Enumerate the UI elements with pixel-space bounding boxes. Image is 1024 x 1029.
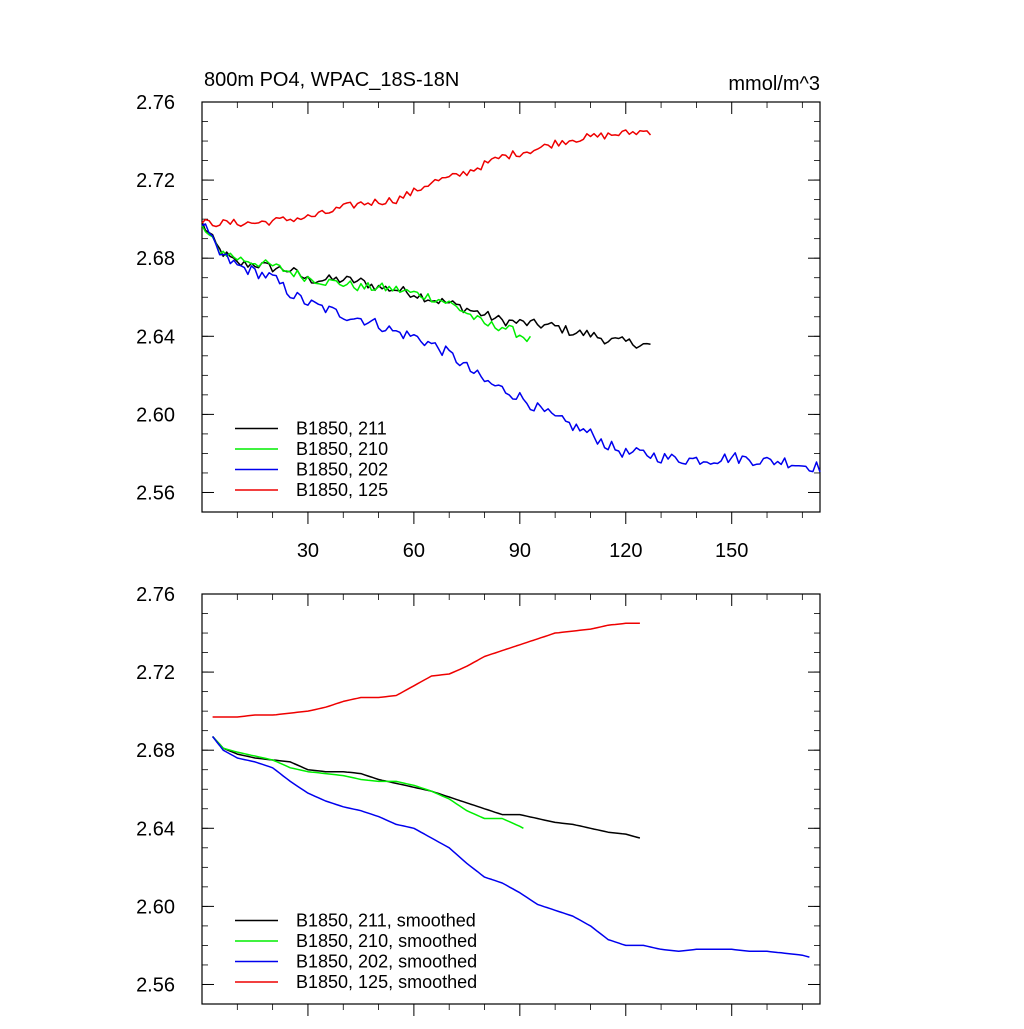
series-line-1	[201, 221, 651, 349]
x-tick-label: 30	[297, 540, 319, 562]
legend-label-2: B1850, 210, smoothed	[296, 931, 477, 951]
chart-panel-1: 2.56 2.60 2.64 2.68 2.72 2.76 30 60 90 120 150 800m…	[136, 69, 821, 562]
series-line-4	[201, 129, 652, 228]
x-tick-label: 120	[609, 540, 642, 562]
y-tick-label: 2.60	[136, 896, 175, 918]
x-tick-label: 150	[715, 540, 748, 562]
y-tick-label: 2.72	[136, 662, 175, 684]
plot-frame	[201, 593, 821, 1005]
chart-units: mmol/m^3	[728, 73, 820, 95]
legend-label-3: B1850, 202	[296, 460, 388, 480]
y-tick-label: 2.72	[136, 170, 175, 192]
legend-label-1: B1850, 211, smoothed	[296, 911, 476, 931]
legend-label-2: B1850, 210	[296, 439, 388, 459]
plot-frame	[201, 101, 821, 513]
series-line-2	[201, 224, 532, 343]
x-tick-label: 90	[509, 540, 531, 562]
series-line-3	[212, 736, 810, 958]
series-line-2	[212, 735, 524, 829]
legend-label-1: B1850, 211	[296, 419, 387, 439]
y-tick-label: 2.60	[136, 404, 175, 426]
y-tick-label: 2.76	[136, 92, 175, 114]
x-tick-label: 60	[403, 540, 425, 562]
series-line-3	[201, 223, 821, 473]
chart-panel-2: 2.56 2.60 2.64 2.68 2.72 2.76 B1850, 211, smoo…	[136, 584, 821, 1016]
y-tick-label: 2.68	[136, 248, 175, 270]
legend-label-4: B1850, 125	[296, 480, 388, 500]
y-tick-label: 2.76	[136, 584, 175, 606]
y-tick-label: 2.68	[136, 740, 175, 762]
legend-label-3: B1850, 202, smoothed	[296, 952, 477, 972]
legend-label-4: B1850, 125, smoothed	[296, 972, 477, 992]
y-tick-label: 2.64	[136, 326, 175, 348]
y-tick-label: 2.56	[136, 482, 175, 504]
y-tick-label: 2.56	[136, 974, 175, 996]
y-tick-label: 2.64	[136, 818, 175, 840]
chart-title: 800m PO4, WPAC_18S-18N	[204, 69, 459, 91]
series-line-4	[212, 622, 640, 718]
